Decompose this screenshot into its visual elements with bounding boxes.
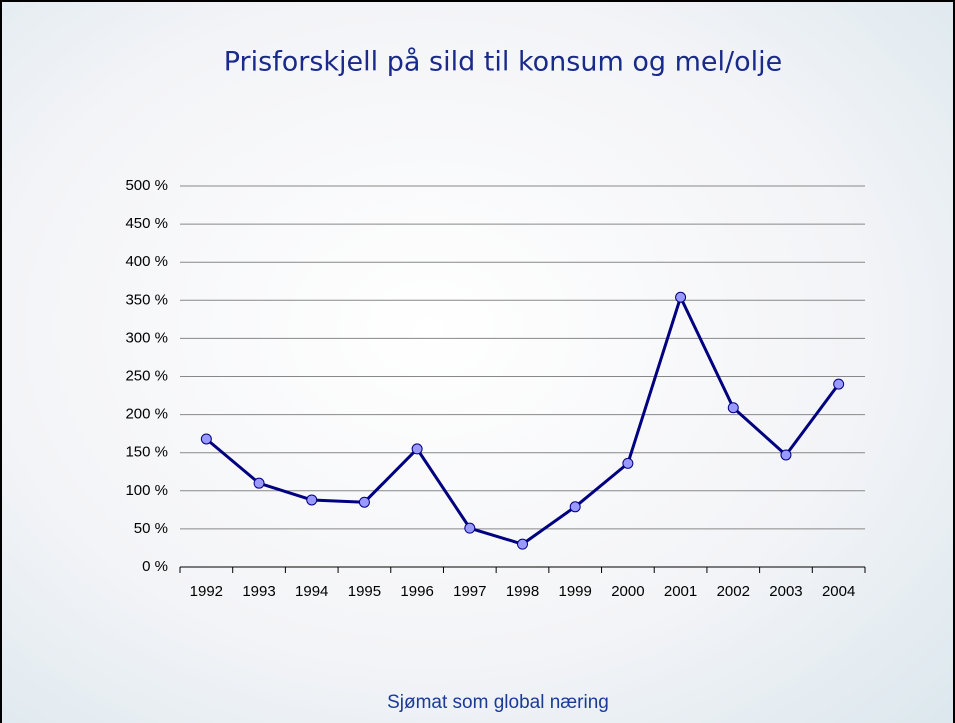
y-tick-label: 200 % [125, 406, 168, 423]
y-tick-label: 100 % [125, 482, 168, 499]
data-point [464, 522, 476, 534]
y-tick-label: 250 % [125, 367, 168, 384]
y-tick-label: 500 % [125, 177, 168, 194]
x-tick-label: 1999 [559, 583, 592, 600]
y-tick-label: 300 % [125, 329, 168, 346]
data-point [622, 457, 634, 469]
data-point [411, 443, 423, 455]
y-tick-label: 450 % [125, 215, 168, 232]
x-tick-label: 1995 [348, 583, 381, 600]
y-tick-label: 150 % [125, 444, 168, 461]
x-tick-label: 2003 [769, 583, 802, 600]
data-point [833, 378, 845, 390]
footer: Sjømat som global næring [387, 692, 609, 713]
data-point [358, 496, 370, 508]
x-tick-label: 2002 [717, 583, 750, 600]
x-tick-label: 2004 [822, 583, 855, 600]
plot: 0 % 50 % 100 % 150 % 200 % 250 % 300 % 350 % 400… [125, 177, 866, 600]
data-point [200, 433, 212, 445]
data-point [727, 402, 739, 414]
x-tick-label: 1992 [190, 583, 223, 600]
data-point [253, 477, 265, 489]
data-point [569, 501, 581, 513]
x-tick-label: 2000 [611, 583, 644, 600]
x-tick-label: 1997 [453, 583, 486, 600]
x-tick-label: 1994 [295, 583, 328, 600]
x-tick-label: 1996 [400, 583, 433, 600]
x-tick-label: 1998 [506, 583, 539, 600]
chart-title: Prisforskjell på sild til konsum og mel/… [224, 47, 782, 78]
data-point [675, 291, 687, 303]
y-tick-label: 50 % [134, 520, 168, 537]
x-tick-label: 2001 [664, 583, 697, 600]
data-point [306, 494, 318, 506]
y-tick-label: 350 % [125, 291, 168, 308]
y-tick-label: 400 % [125, 253, 168, 270]
data-point [517, 538, 528, 550]
data-point [780, 449, 792, 461]
y-tick-label: 0 % [142, 558, 168, 575]
x-tick-label: 1993 [242, 583, 275, 600]
